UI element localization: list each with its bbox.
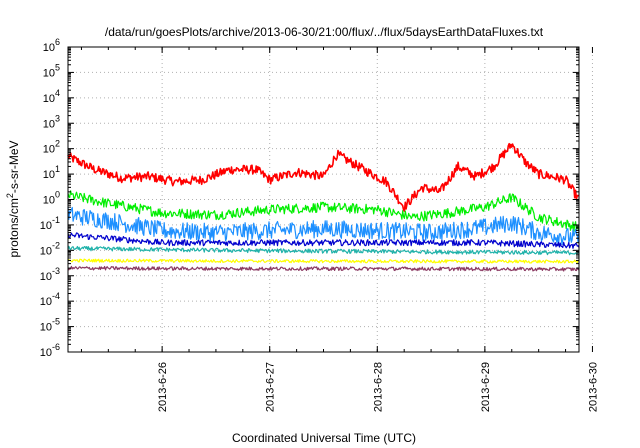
y-tick-label: 103 <box>43 113 60 130</box>
x-tick-label: 2013-6-28 <box>372 362 384 412</box>
y-tick-label: 10-4 <box>40 291 60 308</box>
y-tick-label: 102 <box>43 139 60 156</box>
y-tick-label: 106 <box>43 37 60 54</box>
series-line <box>67 232 580 249</box>
chart-title: /data/run/goesPlots/archive/2013-06-30/2… <box>105 25 544 39</box>
grid <box>68 47 593 352</box>
x-tick-label: 2013-6-27 <box>265 362 277 412</box>
series-layer <box>67 142 580 272</box>
y-tick-label: 10-3 <box>40 266 60 283</box>
y-tick-label: 104 <box>43 88 60 105</box>
y-axis-label-rest: -s-sr-MeV <box>7 140 21 193</box>
series-line <box>67 265 580 272</box>
y-axis-label-exponent: 2 <box>5 193 15 198</box>
series-line <box>67 245 580 256</box>
series-line <box>67 258 580 264</box>
series-line <box>67 206 580 245</box>
y-axis-ticks: 10-6 10-5 10-4 10-3 10-2 10-1 100 101 102 103 104 1… <box>40 37 579 359</box>
y-tick-label: 10-5 <box>40 317 60 334</box>
series-line <box>67 190 580 232</box>
x-tick-label: 2013-6-26 <box>157 362 169 412</box>
y-tick-label: 10-6 <box>40 342 60 359</box>
y-axis-label-unit: protons/cm <box>7 198 21 257</box>
x-tick-label: 2013-6-30 <box>587 362 599 412</box>
series-line <box>67 142 580 212</box>
y-tick-label: 105 <box>43 62 60 79</box>
y-tick-label: 101 <box>43 164 60 181</box>
y-tick-label: 10-1 <box>40 215 60 232</box>
x-tick-label: 2013-6-29 <box>480 362 492 412</box>
x-axis-label: Coordinated Universal Time (UTC) <box>232 431 416 445</box>
y-axis-label: protons/cm2-s-sr-MeV <box>5 140 21 257</box>
y-tick-label: 100 <box>43 190 60 207</box>
x-axis-ticks: 2013-6-26 2013-6-27 2013-6-28 2013-6-29 2013… <box>80 47 599 412</box>
y-tick-label: 10-2 <box>40 240 60 257</box>
